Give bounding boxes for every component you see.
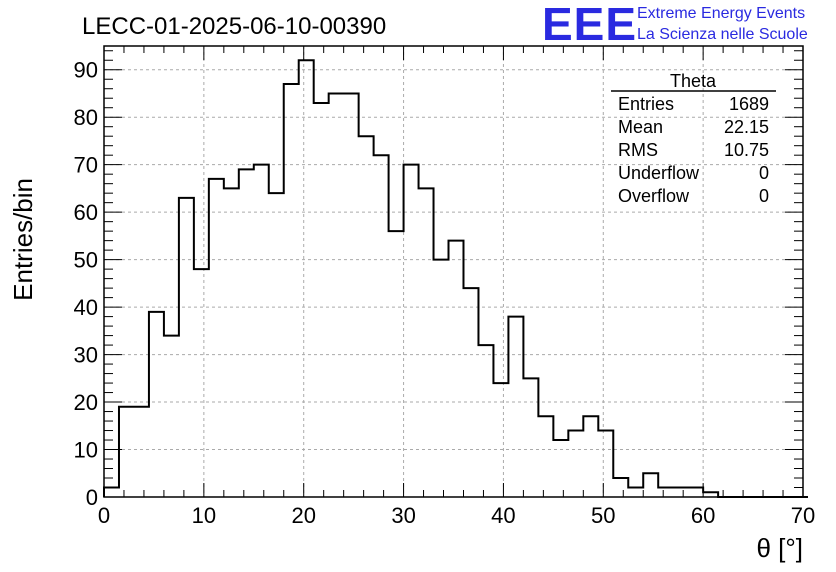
stats-row-value: 0 bbox=[759, 163, 769, 183]
stats-row-label: RMS bbox=[618, 140, 658, 160]
stats-row-value: 22.15 bbox=[724, 117, 769, 137]
y-tick-label: 0 bbox=[86, 485, 98, 510]
logo-line-1: Extreme Energy Events bbox=[637, 5, 805, 22]
x-tick-label: 70 bbox=[791, 503, 815, 528]
y-tick-label: 80 bbox=[74, 105, 98, 130]
y-tick-label: 90 bbox=[74, 58, 98, 83]
stats-box: Theta Entries 1689 Mean 22.15 RMS 10.75 Underf… bbox=[611, 71, 776, 206]
x-tick-label: 40 bbox=[491, 503, 515, 528]
y-tick-label: 30 bbox=[74, 343, 98, 368]
stats-rows: Entries 1689 Mean 22.15 RMS 10.75 Underflow 0 Ov… bbox=[618, 94, 769, 206]
y-tick-label: 60 bbox=[74, 200, 98, 225]
plot-frame bbox=[103, 45, 804, 498]
x-tick-label: 10 bbox=[192, 503, 216, 528]
y-tick-label: 50 bbox=[74, 248, 98, 273]
y-tick-label: 70 bbox=[74, 153, 98, 178]
histogram-outline bbox=[103, 59, 808, 498]
x-tick-label: 60 bbox=[691, 503, 715, 528]
logo-mark: EEE bbox=[542, 0, 637, 50]
stats-row-value: 1689 bbox=[729, 94, 769, 114]
eee-logo: EEE Extreme Energy Events La Scienza nel… bbox=[542, 0, 808, 50]
y-tick-label: 20 bbox=[74, 390, 98, 415]
x-tick-label: 20 bbox=[291, 503, 315, 528]
chart-title: LECC-01-2025-06-10-00390 bbox=[82, 13, 386, 40]
grid bbox=[104, 46, 803, 497]
stats-row-value: 10.75 bbox=[724, 140, 769, 160]
stats-row-label: Entries bbox=[618, 94, 674, 114]
x-tick-label: 50 bbox=[591, 503, 615, 528]
stats-row-label: Mean bbox=[618, 117, 663, 137]
logo-line-2: La Scienza nelle Scuole bbox=[637, 26, 808, 43]
x-tick-label: 30 bbox=[391, 503, 415, 528]
x-tick-label: 0 bbox=[98, 503, 110, 528]
stats-row-value: 0 bbox=[759, 186, 769, 206]
axis-ticks bbox=[103, 46, 804, 498]
stats-title: Theta bbox=[670, 71, 717, 91]
y-tick-label: 40 bbox=[74, 295, 98, 320]
stats-row-label: Overflow bbox=[618, 186, 690, 206]
stats-row-label: Underflow bbox=[618, 163, 700, 183]
tick-labels: 0 10 20 30 40 50 60 70 0 10 20 30 40 50 60 70 80 90 bbox=[74, 58, 816, 528]
y-axis-label: Entries/bin bbox=[8, 178, 38, 301]
y-tick-label: 10 bbox=[74, 438, 98, 463]
x-axis-label: θ [°] bbox=[756, 533, 803, 563]
